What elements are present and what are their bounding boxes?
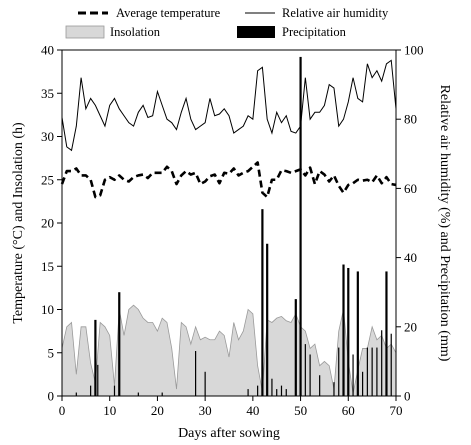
y-axis-left-title: Temperature (°C) and Insolation (h)	[11, 122, 26, 324]
precipitation-bar	[390, 333, 392, 396]
y-left-tick-label: 15	[41, 259, 54, 274]
y-left-tick-label: 20	[41, 216, 54, 231]
legend: Average temperature Relative air humidit…	[65, 6, 389, 39]
y-left-tick-label: 0	[48, 389, 55, 404]
humidity-line	[61, 59, 397, 152]
precipitation-bar	[94, 319, 97, 396]
precipitation-bar	[333, 382, 335, 396]
temperature-line-layer	[60, 161, 397, 199]
insolation-area	[61, 304, 397, 397]
legend-swatch-precipitation	[237, 26, 275, 38]
precipitation-bar	[347, 267, 350, 396]
precipitation-bar	[309, 354, 311, 396]
precipitation-bar	[161, 392, 163, 396]
precipitation-bar	[285, 389, 287, 396]
precipitation-bar	[376, 347, 378, 396]
y-right-tick-label: 80	[404, 112, 417, 127]
y-right-tick-label: 20	[404, 319, 417, 334]
precipitation-bar	[90, 385, 92, 396]
x-tick-label: 20	[151, 403, 164, 418]
insolation-area-layer	[61, 304, 397, 397]
precipitation-bar	[261, 209, 264, 396]
x-tick-label: 40	[246, 403, 259, 418]
x-axis: 0 10 20 30 40 50 60 70	[59, 396, 403, 418]
y-axis-right: 0 20 40 60 80 100	[396, 43, 424, 404]
x-axis-title: Days after sowing	[178, 426, 280, 441]
legend-swatch-insolation	[65, 25, 105, 39]
precipitation-bar	[356, 271, 359, 396]
precipitation-bars-layer	[75, 56, 392, 397]
precipitation-bar	[195, 351, 197, 396]
precipitation-bar	[271, 378, 273, 396]
y-left-tick-label: 35	[41, 86, 54, 101]
x-tick-label: 0	[59, 403, 66, 418]
y-left-tick-label: 40	[41, 43, 54, 58]
legend-item-relative-air-humidity: Relative air humidity	[245, 6, 389, 20]
legend-label-precipitation: Precipitation	[282, 25, 347, 39]
y-right-tick-label: 100	[404, 43, 424, 58]
precipitation-bar	[319, 375, 321, 396]
legend-label-average-temperature: Average temperature	[116, 6, 221, 20]
precipitation-bar	[247, 389, 249, 396]
precipitation-bar	[366, 347, 368, 396]
y-left-tick-label: 5	[48, 345, 55, 360]
precipitation-bar	[338, 347, 340, 396]
precipitation-bar	[385, 271, 388, 396]
precipitation-bar	[97, 364, 99, 396]
x-tick-label: 60	[342, 403, 355, 418]
precipitation-bar	[118, 292, 121, 396]
temperature-line	[60, 161, 397, 199]
legend-item-average-temperature: Average temperature	[78, 6, 221, 20]
legend-item-insolation: Insolation	[65, 25, 161, 39]
precipitation-bar	[371, 347, 373, 396]
legend-label-insolation: Insolation	[110, 25, 161, 39]
precipitation-bar	[280, 385, 283, 396]
y-right-tick-label: 60	[404, 181, 417, 196]
y-axis-right-title: Relative air humidity (%) and Precipitat…	[437, 85, 452, 362]
legend-label-relative-air-humidity: Relative air humidity	[282, 6, 389, 20]
precipitation-bar	[266, 243, 269, 396]
x-tick-label: 70	[390, 403, 403, 418]
precipitation-bar	[299, 56, 302, 397]
precipitation-bar	[113, 385, 116, 396]
y-right-tick-label: 40	[404, 250, 417, 265]
precipitation-bar	[304, 344, 306, 396]
precipitation-bar	[276, 389, 278, 396]
precipitation-bar	[257, 385, 259, 396]
legend-item-precipitation: Precipitation	[237, 25, 347, 39]
precipitation-bar	[381, 330, 383, 396]
y-left-tick-label: 10	[41, 302, 54, 317]
precipitation-bar	[75, 392, 77, 396]
y-left-tick-label: 25	[41, 172, 54, 187]
x-tick-label: 10	[103, 403, 116, 418]
y-left-tick-label: 30	[41, 129, 54, 144]
precipitation-bar	[294, 299, 297, 396]
y-axis-left: 0 5 10 15 20 25 30 35 40	[41, 43, 62, 404]
precipitation-bar	[204, 371, 206, 396]
x-tick-label: 50	[294, 403, 307, 418]
precipitation-bar	[362, 371, 364, 396]
humidity-line-layer	[61, 59, 397, 152]
precipitation-bar	[342, 264, 345, 396]
precipitation-bar	[137, 392, 139, 396]
precipitation-bar	[352, 354, 354, 396]
y-right-tick-label: 0	[404, 389, 411, 404]
x-tick-label: 30	[199, 403, 212, 418]
